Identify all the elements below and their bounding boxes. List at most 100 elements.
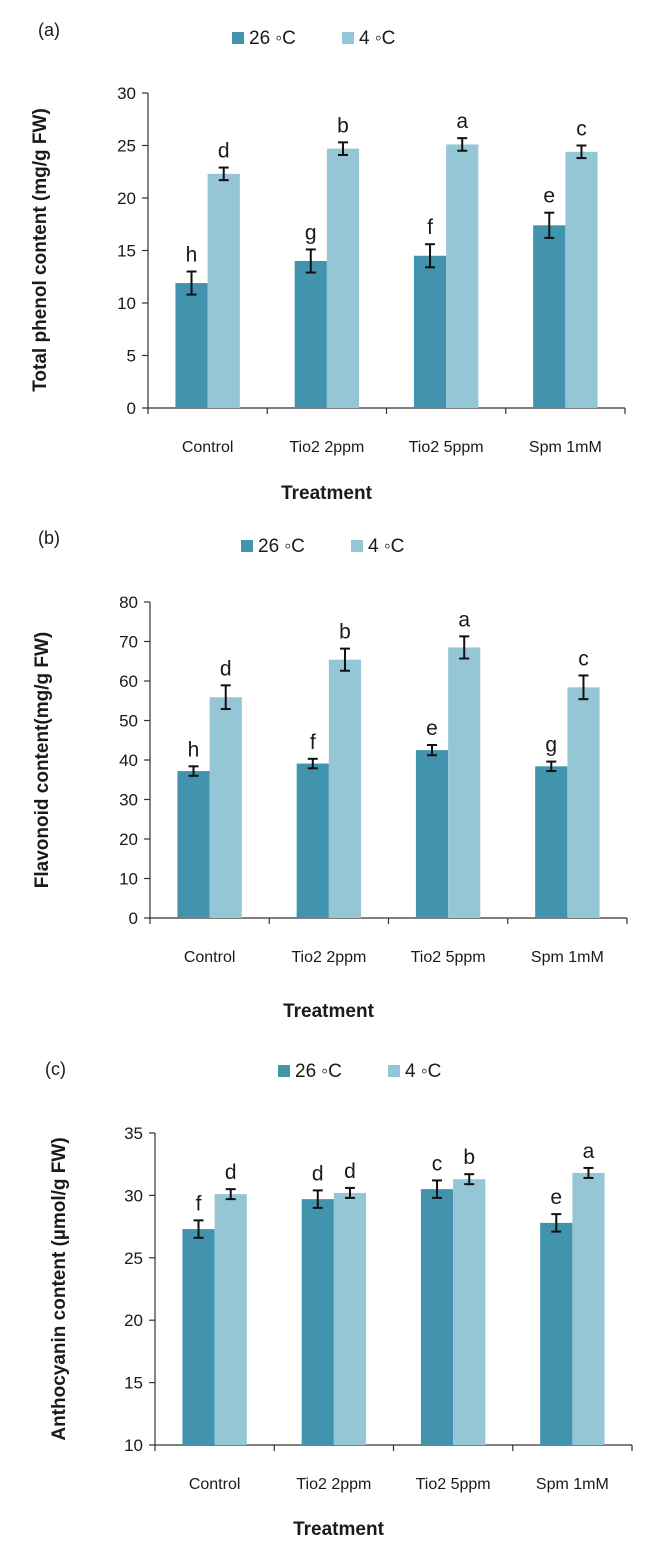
significance-letter: c bbox=[578, 647, 589, 670]
y-tick-label: 15 bbox=[117, 242, 136, 261]
error-bar bbox=[220, 684, 231, 711]
error-bar bbox=[583, 1166, 594, 1179]
error-bar bbox=[457, 137, 468, 152]
significance-letter: e bbox=[426, 717, 438, 740]
bar bbox=[301, 1199, 334, 1445]
bar bbox=[175, 283, 208, 408]
error-bar bbox=[186, 270, 197, 296]
y-tick-label: 0 bbox=[127, 399, 136, 418]
error-bar bbox=[218, 166, 229, 182]
panel-label: (c) bbox=[45, 1059, 66, 1079]
bar bbox=[415, 750, 449, 918]
y-tick-label: 25 bbox=[124, 1249, 143, 1268]
y-tick-label: 15 bbox=[124, 1374, 143, 1393]
legend-swatch bbox=[388, 1065, 400, 1077]
error-bar bbox=[464, 1173, 475, 1186]
significance-letter: c bbox=[432, 1152, 443, 1175]
bar bbox=[296, 763, 329, 918]
bar bbox=[567, 687, 600, 918]
y-tick-label: 10 bbox=[124, 1436, 143, 1455]
legend-label: 4 ◦C bbox=[368, 536, 404, 557]
bar bbox=[413, 255, 447, 408]
y-tick-label: 20 bbox=[119, 830, 138, 849]
y-tick-label: 10 bbox=[119, 870, 138, 889]
y-axis-title: Anthocyanin content (µmol/g FW) bbox=[49, 1137, 70, 1440]
error-bar bbox=[312, 1189, 323, 1209]
legend-label: 26 ◦C bbox=[249, 28, 296, 49]
y-tick-label: 20 bbox=[117, 189, 136, 208]
y-tick-label: 0 bbox=[129, 909, 138, 928]
significance-letter: a bbox=[458, 608, 470, 631]
y-axis-title: Total phenol content (mg/g FW) bbox=[30, 108, 51, 392]
bar bbox=[182, 1229, 215, 1445]
panel-label: (b) bbox=[38, 528, 60, 548]
x-tick-label: Control bbox=[184, 949, 236, 966]
significance-letter: d bbox=[225, 1161, 237, 1184]
error-bar bbox=[425, 243, 436, 269]
error-bar bbox=[344, 1186, 355, 1199]
bar bbox=[294, 261, 327, 408]
significance-letter: d bbox=[218, 140, 230, 163]
error-bar bbox=[546, 760, 557, 773]
significance-letter: e bbox=[550, 1186, 562, 1209]
y-axis-title: Flavonoid content(mg/g FW) bbox=[32, 632, 53, 888]
legend-label: 4 ◦C bbox=[405, 1061, 441, 1082]
significance-letter: b bbox=[337, 114, 349, 137]
x-tick-label: Control bbox=[182, 439, 234, 456]
x-tick-label: Tio2 5ppm bbox=[409, 439, 484, 456]
error-bar bbox=[576, 144, 587, 160]
significance-letter: b bbox=[339, 621, 351, 644]
bar bbox=[533, 225, 566, 408]
bar bbox=[333, 1192, 367, 1445]
bar bbox=[420, 1189, 454, 1445]
legend-swatch bbox=[342, 32, 354, 44]
x-tick-label: Spm 1mM bbox=[536, 1476, 609, 1493]
y-tick-label: 30 bbox=[124, 1186, 143, 1205]
y-tick-label: 35 bbox=[124, 1124, 143, 1143]
significance-letter: f bbox=[427, 216, 433, 239]
legend-swatch bbox=[232, 32, 244, 44]
error-bar bbox=[544, 211, 555, 239]
error-bar bbox=[337, 141, 348, 156]
bar bbox=[326, 148, 360, 408]
panel-label: (a) bbox=[38, 20, 60, 40]
error-bar bbox=[551, 1213, 562, 1233]
x-tick-label: Control bbox=[189, 1476, 241, 1493]
significance-letter: g bbox=[305, 221, 317, 244]
y-tick-label: 5 bbox=[127, 347, 136, 366]
bar bbox=[446, 144, 479, 408]
significance-letter: d bbox=[344, 1160, 356, 1183]
y-tick-label: 30 bbox=[117, 84, 136, 103]
error-bar bbox=[339, 647, 350, 672]
error-bar bbox=[432, 1179, 443, 1199]
y-tick-label: 60 bbox=[119, 672, 138, 691]
error-bar bbox=[427, 743, 438, 757]
significance-letter: e bbox=[543, 185, 555, 208]
error-bar bbox=[193, 1219, 204, 1239]
legend-label: 26 ◦C bbox=[258, 536, 305, 557]
significance-letter: f bbox=[196, 1192, 202, 1215]
bar bbox=[535, 766, 568, 918]
legend-label: 26 ◦C bbox=[295, 1061, 342, 1082]
y-tick-label: 20 bbox=[124, 1311, 143, 1330]
bar bbox=[453, 1179, 486, 1445]
error-bar bbox=[307, 757, 318, 770]
x-axis-title: Treatment bbox=[281, 483, 372, 504]
bar bbox=[177, 771, 210, 918]
significance-letter: f bbox=[310, 731, 316, 754]
x-tick-label: Spm 1mM bbox=[529, 439, 602, 456]
significance-letter: c bbox=[576, 118, 587, 141]
bar bbox=[328, 659, 362, 918]
y-tick-label: 25 bbox=[117, 137, 136, 156]
y-tick-label: 40 bbox=[119, 751, 138, 770]
legend-swatch bbox=[351, 540, 363, 552]
error-bar bbox=[225, 1188, 236, 1201]
y-tick-label: 30 bbox=[119, 791, 138, 810]
bar bbox=[448, 647, 481, 918]
x-axis-title: Treatment bbox=[283, 1001, 374, 1022]
significance-letter: a bbox=[456, 110, 468, 133]
error-bar bbox=[188, 765, 199, 777]
x-tick-label: Tio2 2ppm bbox=[296, 1476, 371, 1493]
